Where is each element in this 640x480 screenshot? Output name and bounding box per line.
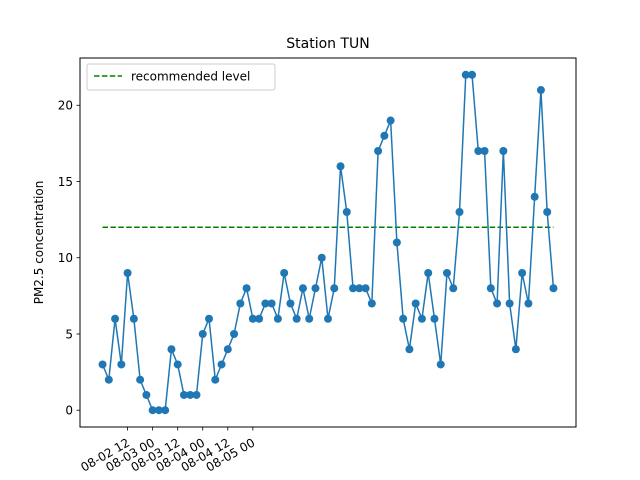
data-point <box>311 284 320 293</box>
y-tick-label: 0 <box>65 404 73 418</box>
data-point <box>305 314 314 323</box>
data-point <box>136 375 145 384</box>
data-point <box>530 192 539 201</box>
data-point <box>104 375 113 384</box>
data-point <box>411 299 420 308</box>
data-point <box>324 314 332 323</box>
data-point <box>399 314 408 323</box>
data-point <box>424 268 433 277</box>
data-point <box>480 147 489 156</box>
data-point <box>436 360 445 369</box>
data-point <box>192 390 201 399</box>
data-point <box>154 406 163 415</box>
data-point <box>330 284 339 293</box>
data-point <box>129 314 138 323</box>
data-point <box>543 208 552 217</box>
data-point <box>317 253 326 262</box>
y-axis-label: PM2.5 concentration <box>32 181 46 305</box>
data-point <box>205 314 214 323</box>
data-point <box>349 284 358 293</box>
legend-label-recommended-level: recommended level <box>131 70 250 84</box>
data-point <box>267 299 276 308</box>
plot-frame <box>79 57 577 428</box>
data-point <box>442 268 451 277</box>
data-point <box>430 314 439 323</box>
data-point <box>117 360 126 369</box>
data-point <box>167 345 176 354</box>
data-point <box>255 314 264 323</box>
data-point <box>499 147 508 156</box>
data-point <box>455 208 464 217</box>
data-point <box>380 131 389 140</box>
data-point <box>417 314 426 323</box>
chart-title: Station TUN <box>286 36 370 52</box>
data-point <box>217 360 226 369</box>
y-tick-label: 10 <box>58 251 73 265</box>
data-point <box>211 375 220 384</box>
data-point <box>518 268 527 277</box>
data-point <box>449 284 458 293</box>
data-point <box>367 299 376 308</box>
data-point <box>505 299 514 308</box>
data-point <box>123 268 132 277</box>
legend-box <box>86 63 276 91</box>
data-point <box>148 406 157 415</box>
y-tick-label: 15 <box>58 175 73 189</box>
data-point <box>536 86 545 95</box>
data-point <box>198 329 207 338</box>
data-point <box>355 284 364 293</box>
data-point <box>179 390 188 399</box>
data-point <box>298 284 307 293</box>
data-point <box>386 116 395 125</box>
y-tick-label: 20 <box>58 99 73 113</box>
data-point <box>374 147 383 156</box>
y-axis: 0 5 10 15 20 <box>58 99 80 418</box>
data-point <box>392 238 401 247</box>
data-point <box>493 299 502 308</box>
data-point <box>230 329 239 338</box>
data-point <box>461 70 470 79</box>
data-point <box>292 314 301 323</box>
data-point <box>524 299 533 308</box>
data-point <box>405 345 414 354</box>
data-point <box>242 284 251 293</box>
data-point <box>98 360 107 369</box>
data-point <box>468 70 477 79</box>
data-point <box>336 162 345 171</box>
data-point <box>486 284 495 293</box>
data-point <box>248 314 257 323</box>
data-point <box>511 345 520 354</box>
data-point <box>186 390 195 399</box>
data-point <box>474 147 483 156</box>
data-point <box>142 390 151 399</box>
data-point <box>111 314 120 323</box>
plot-area <box>98 70 558 415</box>
data-point <box>361 284 370 293</box>
data-point <box>549 284 558 293</box>
data-point <box>161 406 170 415</box>
data-point <box>280 268 289 277</box>
data-point <box>236 299 245 308</box>
data-point <box>173 360 182 369</box>
data-point <box>261 299 270 308</box>
data-point <box>286 299 295 308</box>
data-point <box>273 314 282 323</box>
legend: recommended level <box>86 63 276 91</box>
y-tick-label: 5 <box>65 327 73 341</box>
data-point <box>342 208 351 217</box>
data-point <box>223 345 232 354</box>
